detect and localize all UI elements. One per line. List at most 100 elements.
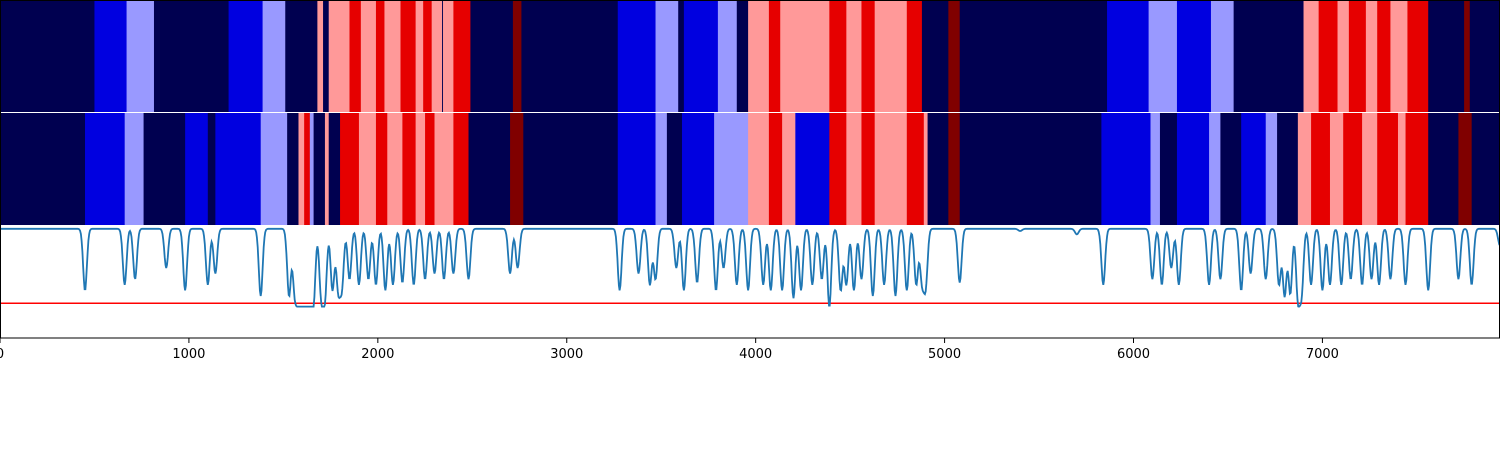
strip-1-segment-10 [304, 113, 311, 225]
strip-1-segment-49 [1209, 113, 1221, 225]
strip-0-segment-36 [874, 0, 908, 112]
strip-1-segment-51 [1241, 113, 1267, 225]
strip-0-segment-12 [375, 0, 385, 112]
strip-0-segment-20 [453, 0, 471, 112]
strip-1-segment-62 [1428, 113, 1459, 225]
strip-1-segment-39 [874, 113, 908, 225]
strip-0-segment-44 [1210, 0, 1235, 112]
strip-1-segment-16 [358, 113, 377, 225]
strip-1-segment-31 [714, 113, 749, 225]
strip-1-segment-61 [1405, 113, 1429, 225]
strip-0-segment-1 [94, 0, 127, 112]
strip-1-segment-60 [1397, 113, 1406, 225]
strip-0-segment-21 [470, 0, 514, 112]
strip-1-segment-46 [1150, 113, 1161, 225]
strip-1-segment-45 [1101, 113, 1151, 225]
strip-0-segment-27 [683, 0, 719, 112]
strip-0-segment-28 [717, 0, 738, 112]
strip-0-segment-37 [906, 0, 923, 112]
strip-0-segment-18 [442, 0, 444, 112]
strip-0-segment-55 [1464, 0, 1471, 112]
strip-0-segment-52 [1390, 0, 1408, 112]
strip-1-segment-34 [782, 113, 796, 225]
strip-1-segment-0 [0, 113, 86, 225]
strip-0-segment-40 [959, 0, 1108, 112]
strip-1-segment-28 [655, 113, 668, 225]
strip-1-segment-35 [795, 113, 830, 225]
x-tick-label-2: 2000 [361, 347, 394, 362]
strip-1-segment-64 [1471, 113, 1500, 225]
strip-1-segment-38 [861, 113, 876, 225]
x-tick-label-3: 3000 [550, 347, 583, 362]
strip-1-segment-20 [415, 113, 426, 225]
strip-1-segment-26 [523, 113, 619, 225]
strip-1-segment-22 [434, 113, 454, 225]
strip-1-segment-9 [298, 113, 305, 225]
x-tick-label-5: 5000 [928, 347, 961, 362]
strip-1-segment-5 [207, 113, 216, 225]
strip-0-segment-7 [317, 0, 324, 112]
strip-0-segment-23 [521, 0, 619, 112]
strip-0-segment-10 [349, 0, 362, 112]
strip-0-segment-5 [262, 0, 286, 112]
strip-1-segment-17 [375, 113, 388, 225]
strip-0-segment-56 [1469, 0, 1500, 112]
strip-0-segment-48 [1337, 0, 1350, 112]
strip-1-segment-63 [1458, 113, 1473, 225]
strip-1-segment-29 [666, 113, 683, 225]
strip-0-segment-13 [384, 0, 401, 112]
x-tick-label-4: 4000 [739, 347, 772, 362]
strip-1-segment-11 [309, 113, 314, 225]
strip-0-segment-29 [736, 0, 749, 112]
strip-0-segment-2 [126, 0, 155, 112]
strip-1-segment-7 [260, 113, 288, 225]
strip-0-segment-43 [1176, 0, 1212, 112]
strip-1-segment-59 [1377, 113, 1399, 225]
segmentation-strip-top [0, 0, 1500, 112]
strip-0-segment-25 [655, 0, 679, 112]
strip-1-segment-25 [510, 113, 524, 225]
x-tick-label-7: 7000 [1306, 347, 1339, 362]
strip-1-segment-53 [1277, 113, 1299, 225]
strip-1-segment-1 [85, 113, 126, 225]
segmentation-strip-bottom [0, 113, 1500, 225]
x-axis: 0 1000 2000 3000 4000 5000 6000 7000 [0, 338, 1339, 362]
strip-0-segment-38 [921, 0, 949, 112]
strip-1-segment-21 [425, 113, 435, 225]
x-tick-label-6: 6000 [1117, 347, 1150, 362]
strip-0-segment-11 [360, 0, 377, 112]
strip-1-segment-52 [1265, 113, 1278, 225]
strip-0-segment-41 [1107, 0, 1150, 112]
signal-line-panel [0, 226, 1500, 338]
strip-0-segment-24 [617, 0, 656, 112]
strip-1-segment-58 [1362, 113, 1378, 225]
strip-1-segment-57 [1343, 113, 1363, 225]
strip-1-segment-32 [748, 113, 770, 225]
strip-0-segment-4 [228, 0, 263, 112]
x-tick-label-1: 1000 [172, 347, 205, 362]
strip-0-segment-30 [748, 0, 770, 112]
strip-1-segment-27 [617, 113, 656, 225]
strip-1-segment-15 [340, 113, 360, 225]
strip-0-segment-51 [1377, 0, 1391, 112]
strip-0-segment-8 [323, 0, 330, 112]
strip-0-segment-49 [1348, 0, 1367, 112]
strip-1-segment-43 [948, 113, 961, 225]
strip-1-segment-14 [328, 113, 341, 225]
strip-1-segment-50 [1220, 113, 1242, 225]
strip-1-segment-42 [927, 113, 949, 225]
strip-1-segment-12 [313, 113, 326, 225]
strip-0-segment-45 [1233, 0, 1304, 112]
strip-0-segment-46 [1303, 0, 1320, 112]
strip-1-segment-56 [1329, 113, 1344, 225]
strip-1-segment-54 [1297, 113, 1312, 225]
strip-1-segment-55 [1311, 113, 1331, 225]
strip-1-segment-36 [829, 113, 847, 225]
strip-1-segment-3 [143, 113, 186, 225]
strip-0-segment-47 [1318, 0, 1338, 112]
strip-0-segment-6 [285, 0, 318, 112]
strip-1-segment-4 [185, 113, 209, 225]
strip-0-segment-54 [1428, 0, 1465, 112]
strip-1-segment-37 [846, 113, 862, 225]
